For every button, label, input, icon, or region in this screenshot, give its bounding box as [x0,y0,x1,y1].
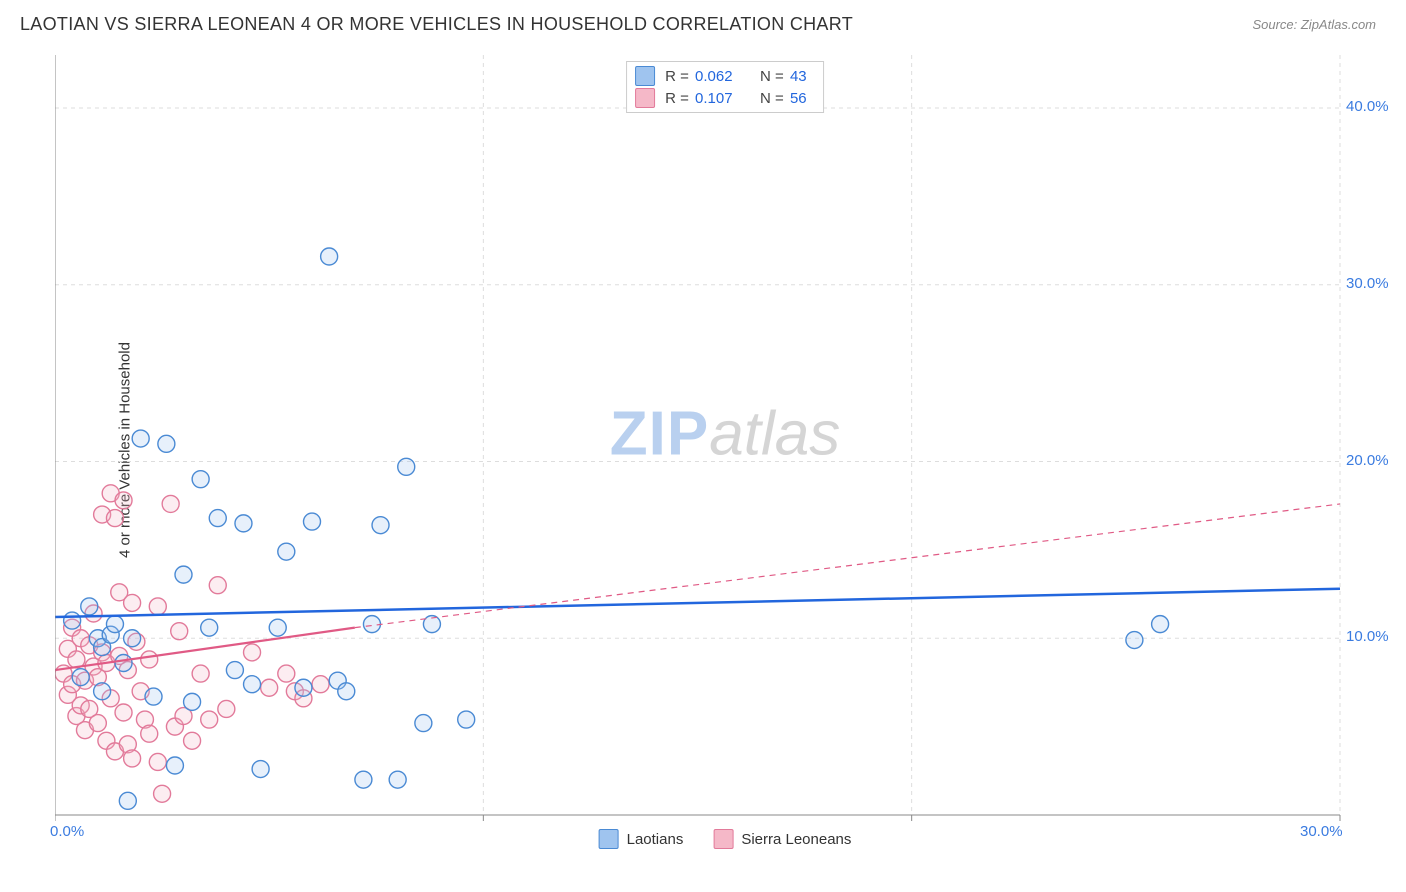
source-attribution: Source: ZipAtlas.com [1252,17,1376,32]
n-value-sierra: 56 [790,90,815,107]
chart-title: LAOTIAN VS SIERRA LEONEAN 4 OR MORE VEHI… [20,14,853,35]
correlation-legend: R = 0.062 N = 43 R = 0.107 N = 56 [626,61,824,113]
swatch-sierra [635,88,655,108]
legend-label-sierra: Sierra Leoneans [741,831,851,848]
y-tick-label: 40.0% [1346,98,1395,115]
legend-item-sierra: Sierra Leoneans [713,829,851,849]
scatter-plot [55,55,1395,845]
x-tick-label: 30.0% [1300,823,1343,840]
series-legend: Laotians Sierra Leoneans [599,829,852,849]
r-value-sierra: 0.107 [695,90,750,107]
chart-header: LAOTIAN VS SIERRA LEONEAN 4 OR MORE VEHI… [0,0,1406,45]
swatch-laotians [635,66,655,86]
legend-label-laotians: Laotians [627,831,684,848]
y-tick-label: 30.0% [1346,275,1395,292]
legend-row-laotians: R = 0.062 N = 43 [635,65,815,87]
legend-row-sierra: R = 0.107 N = 56 [635,87,815,109]
r-label: R = [665,90,693,107]
x-tick-label: 0.0% [50,823,84,840]
y-tick-label: 20.0% [1346,452,1395,469]
n-label: N = [760,68,788,85]
n-label: N = [760,90,788,107]
y-tick-label: 10.0% [1346,628,1395,645]
r-value-laotians: 0.062 [695,68,750,85]
r-label: R = [665,68,693,85]
legend-item-laotians: Laotians [599,829,684,849]
swatch-sierra [713,829,733,849]
n-value-laotians: 43 [790,68,815,85]
chart-container: 4 or more Vehicles in Household ZIPatlas… [55,55,1395,845]
swatch-laotians [599,829,619,849]
